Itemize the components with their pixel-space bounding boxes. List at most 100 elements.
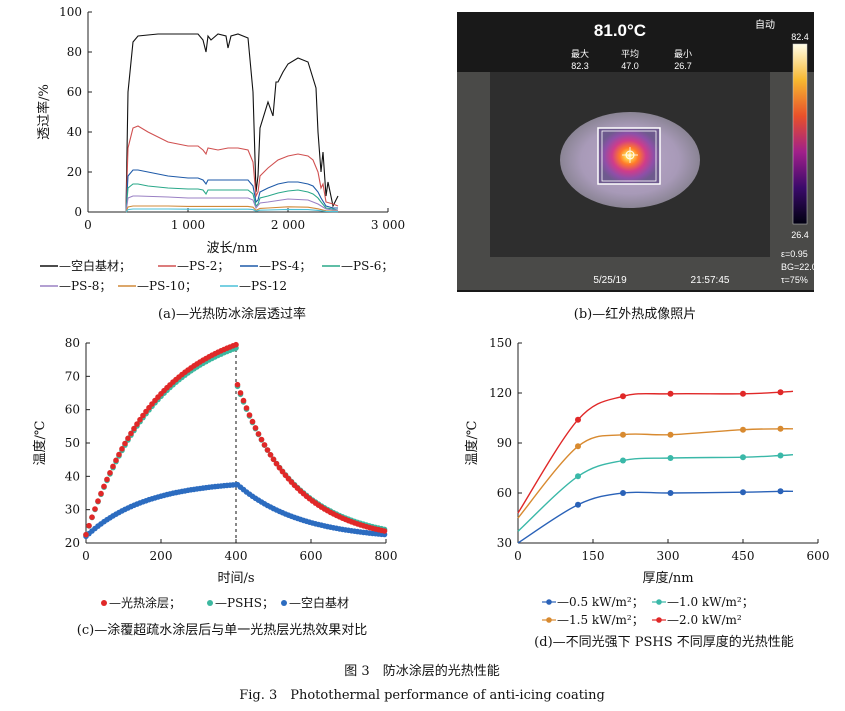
d-point-2.0 kW/m² (575, 416, 581, 423)
panel-c-heating-cooling-chart: 0 200 400 600 800 20 30 40 50 60 70 80 时间/s 温度/℃ —光… (32, 336, 397, 638)
d-point-1.5 kW/m² (575, 443, 581, 450)
d-xtick-label: 300 (657, 549, 680, 563)
c-point-光热涂层 (146, 404, 152, 411)
d-point-2.0 kW/m² (667, 390, 674, 397)
c-point-光热涂层 (143, 408, 149, 415)
c-point-光热涂层 (273, 460, 280, 467)
a-ytick-label: 100 (59, 5, 82, 19)
scale-min: 26.4 (791, 230, 809, 240)
thermal-hotspot (597, 127, 661, 185)
a-series-PS-12 (125, 208, 338, 213)
c-point-光热涂层 (101, 483, 107, 490)
a-series-PS-8 (125, 195, 338, 213)
c-point-光热涂层 (128, 430, 134, 437)
d-point-2.0 kW/m² (620, 393, 626, 400)
c-point-光热涂层 (276, 465, 283, 471)
c-point-光热涂层 (252, 425, 259, 431)
d-series-0.5 kW/m² (517, 490, 794, 544)
c-ytick-label: 80 (65, 336, 80, 350)
c-point-光热涂层 (113, 457, 119, 464)
a-legend: —空白基材； —PS-2； —PS-4； —PS-6； —PS-8； —PS-10； —PS… (40, 258, 393, 293)
c-point-光热涂层 (119, 446, 125, 452)
thermal-time: 21:57:45 (691, 275, 730, 286)
d-point-1.0 kW/m² (777, 452, 784, 459)
c-ytick-label: 40 (65, 469, 80, 483)
c-xtick-label: 800 (375, 549, 398, 563)
scale-max: 82.4 (791, 32, 809, 42)
d-x-label: 厚度/nm (642, 570, 693, 586)
stat-label-avg: 平均 (621, 48, 639, 59)
d-point-1.0 kW/m² (575, 473, 581, 480)
c-point-光热涂层 (140, 412, 146, 419)
d-legend-marker (656, 599, 662, 605)
thermal-date: 5/25/19 (593, 275, 627, 286)
c-legend-label: —光热涂层； (109, 595, 181, 610)
stat-value-max: 82.3 (571, 61, 589, 71)
d-caption: (d)—不同光强下 PSHS 不同厚度的光热性能 (534, 634, 794, 650)
c-point-光热涂层 (116, 451, 122, 458)
d-point-1.5 kW/m² (740, 426, 746, 433)
param-bg: BG=22.0 (781, 262, 817, 272)
thermal-temp-readout: 81.0°C (594, 21, 646, 40)
c-point-光热涂层 (89, 514, 95, 520)
d-point-1.5 kW/m² (620, 431, 626, 438)
thermal-roi-box (601, 130, 657, 182)
c-x-label: 时间/s (217, 571, 254, 586)
c-point-光热涂层 (104, 476, 110, 483)
c-xtick-label: 400 (225, 549, 248, 563)
stat-label-max: 最大 (571, 48, 589, 59)
thermal-mode: 自动 (755, 18, 775, 31)
c-point-光热涂层 (233, 341, 239, 348)
a-series-PS-4 (125, 169, 338, 213)
c-point-光热涂层 (134, 421, 140, 427)
c-legend-marker (281, 600, 287, 606)
c-point-光热涂层 (237, 390, 244, 396)
param-emissivity: ε=0.95 (781, 249, 808, 259)
a-xtick-label: 1 000 (171, 218, 205, 232)
c-xtick-label: 600 (300, 549, 323, 563)
c-point-光热涂层 (243, 405, 250, 411)
c-point-光热涂层 (110, 463, 116, 470)
c-ytick-label: 20 (65, 536, 80, 550)
c-point-光热涂层 (95, 498, 101, 504)
d-point-2.0 kW/m² (740, 390, 746, 397)
c-point-光热涂层 (261, 442, 268, 448)
d-ytick-label: 90 (497, 436, 512, 450)
a-series-PS-10 (125, 205, 338, 213)
c-point-光热涂层 (249, 418, 256, 425)
a-legend-label: —PS-2； (177, 259, 229, 273)
d-ytick-label: 150 (489, 336, 512, 350)
c-point-光热涂层 (267, 452, 274, 458)
d-legend-label: —0.5 kW/m²； (557, 595, 644, 609)
d-point-0.5 kW/m² (667, 490, 674, 496)
d-point-0.5 kW/m² (575, 501, 581, 508)
c-legend: —光热涂层； —PSHS； —空白基材 (101, 595, 349, 610)
c-legend-marker (207, 600, 213, 606)
c-point-光热涂层 (125, 435, 131, 442)
c-point-光热涂层 (279, 468, 286, 475)
a-x-label: 波长/nm (206, 241, 257, 256)
c-ytick-label: 70 (65, 369, 80, 383)
d-legend-marker (546, 599, 552, 605)
a-legend-label: —PS-12 (239, 279, 287, 293)
a-legend-label: —PS-6； (341, 259, 393, 273)
thermal-color-scale (792, 43, 808, 225)
b-caption: (b)—红外热成像照片 (574, 306, 696, 322)
a-xtick-label: 0 (84, 218, 92, 232)
d-series-1.5 kW/m² (517, 428, 794, 519)
d-ytick-label: 60 (497, 486, 512, 500)
stat-label-min: 最小 (674, 49, 692, 59)
c-point-光热涂层 (137, 416, 143, 423)
c-legend-label: —空白基材 (289, 595, 349, 610)
c-point-光热涂层 (255, 431, 262, 437)
d-xtick-label: 150 (582, 549, 605, 563)
a-ytick-label: 0 (74, 205, 82, 219)
a-legend-label: —PS-4； (259, 259, 311, 273)
d-point-1.5 kW/m² (667, 431, 674, 438)
d-point-1.5 kW/m² (777, 425, 784, 432)
panel-d-thickness-chart: 0 150 300 450 600 30 60 90 120 150 厚度/nm 温度/℃ —0.… (464, 336, 829, 650)
d-legend-label: —1.5 kW/m²； (557, 613, 644, 627)
d-point-0.5 kW/m² (777, 488, 784, 495)
d-legend-marker (546, 617, 552, 623)
